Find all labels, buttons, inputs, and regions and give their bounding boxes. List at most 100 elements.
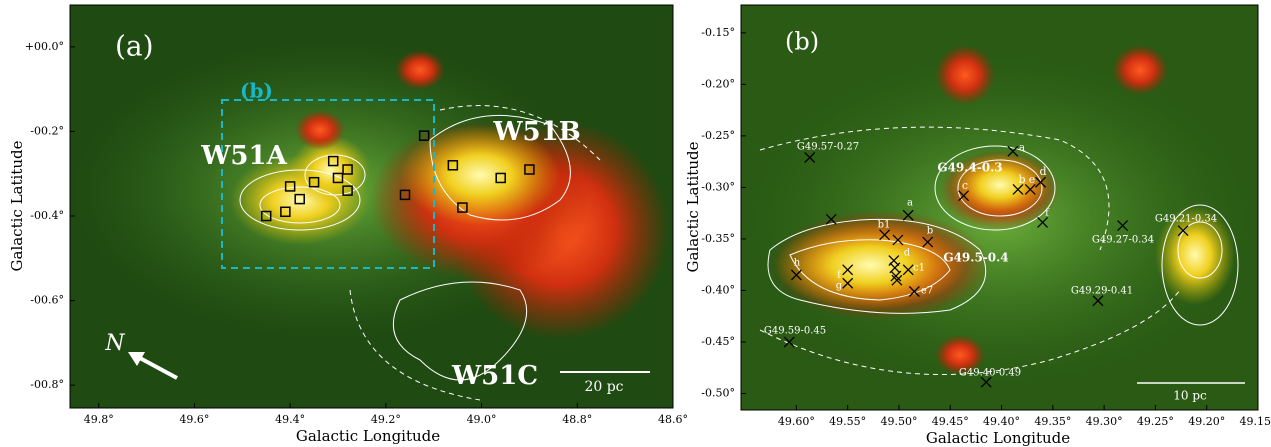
annotation: e xyxy=(1029,173,1036,186)
x-tick-label: 49.55° xyxy=(829,415,866,428)
source-marker xyxy=(902,264,914,276)
annotation: N xyxy=(104,331,125,356)
source-marker xyxy=(804,152,816,163)
panel-label: (a) xyxy=(115,30,154,63)
source-marker xyxy=(1177,225,1189,237)
panel-b-frame xyxy=(740,4,1259,411)
y-tick-label: +00.0° xyxy=(25,40,64,53)
annotation: (b) xyxy=(240,79,273,103)
source-marker xyxy=(447,160,459,171)
y-tick-label: -00.8° xyxy=(30,378,64,391)
panel-b-image: (b) xyxy=(741,5,1258,410)
annotation: W51A xyxy=(200,141,287,171)
source-marker xyxy=(958,190,970,202)
source-marker xyxy=(280,206,291,218)
source-marker xyxy=(980,376,992,388)
annotation: e7 xyxy=(921,286,933,297)
source-marker xyxy=(308,176,320,188)
x-tick-label: 49.30° xyxy=(1086,415,1123,428)
source-marker xyxy=(1007,145,1019,157)
source-marker xyxy=(327,155,339,167)
x-tick-label: 49.35° xyxy=(1034,415,1071,428)
x-tick-label: 49.20° xyxy=(1188,415,1225,428)
source-marker xyxy=(1117,220,1129,231)
source-marker xyxy=(418,130,430,141)
source-marker xyxy=(260,210,272,222)
annotation: 20 pc xyxy=(584,379,623,395)
x-tick-label: 49.0° xyxy=(467,413,497,426)
y-tick-label: -0.20° xyxy=(701,77,735,90)
source-marker xyxy=(284,181,296,192)
annotation: G49.4-0.3 xyxy=(937,161,1002,175)
x-axis-title: Galactic Longitude xyxy=(296,427,440,445)
y-tick-label: -0.25° xyxy=(701,129,735,142)
annotation: a xyxy=(1019,143,1025,154)
source-marker xyxy=(790,269,802,281)
panel-a-image: (a) xyxy=(70,5,673,408)
x-tick-label: 49.2° xyxy=(371,413,401,426)
y-tick-label: -0.40° xyxy=(701,283,735,296)
source-marker xyxy=(495,172,506,184)
source-marker xyxy=(524,164,535,175)
x-tick-label: 49.15° xyxy=(1240,415,1271,428)
source-marker xyxy=(892,234,904,246)
source-marker xyxy=(457,202,468,213)
x-tick-label: 49.6° xyxy=(179,413,209,426)
annotation: b xyxy=(927,226,933,237)
y-tick-label: -0.15° xyxy=(701,26,735,39)
x-tick-label: 49.4° xyxy=(275,413,305,426)
source-marker xyxy=(342,164,353,175)
annotation: g xyxy=(836,281,843,292)
annotation: f xyxy=(837,270,842,281)
y-tick-label: -0.35° xyxy=(701,232,735,245)
y-tick-label: -0.45° xyxy=(701,335,735,348)
source-marker xyxy=(783,336,795,348)
panel-a-frame xyxy=(69,4,674,409)
annotation: G49.21-0.34 xyxy=(1155,214,1217,225)
y-axis-title: Galactic Latitude xyxy=(684,141,702,272)
annotation: c xyxy=(962,179,968,192)
annotation: b1 xyxy=(878,220,891,231)
source-marker xyxy=(332,172,344,184)
annotation: G49.57-0.27 xyxy=(797,142,859,153)
annotation: W51B xyxy=(492,117,580,147)
x-tick-label: 48.6° xyxy=(658,413,688,426)
source-marker xyxy=(842,277,854,289)
source-marker xyxy=(842,264,854,276)
y-tick-label: -00.2° xyxy=(30,124,64,137)
source-marker xyxy=(1035,176,1046,188)
annotation: a xyxy=(907,198,913,209)
annotation: G49.40-0.49 xyxy=(959,368,1021,379)
source-marker xyxy=(1037,216,1049,228)
x-axis-title: Galactic Longitude xyxy=(926,429,1070,447)
x-tick-label: 49.8° xyxy=(84,413,114,426)
x-tick-label: 49.60° xyxy=(778,415,815,428)
x-tick-label: 49.50° xyxy=(880,415,917,428)
x-tick-label: 49.40° xyxy=(983,415,1020,428)
y-tick-label: -00.4° xyxy=(30,209,64,222)
source-marker xyxy=(1012,184,1024,195)
annotation: W51C xyxy=(451,361,538,391)
annotation: b xyxy=(1018,173,1025,186)
x-tick-label: 48.8° xyxy=(562,413,592,426)
source-marker xyxy=(879,229,891,241)
source-marker xyxy=(891,274,903,286)
annotation: G49.29-0.41 xyxy=(1071,286,1133,297)
y-axis-title: Galactic Latitude xyxy=(8,140,26,271)
y-tick-label: -0.50° xyxy=(701,387,735,400)
annotation: G49.5-0.4 xyxy=(943,251,1008,265)
source-marker xyxy=(1024,184,1036,195)
y-tick-label: -00.6° xyxy=(30,294,64,307)
y-tick-label: -0.30° xyxy=(701,180,735,193)
annotation: d xyxy=(1039,165,1046,178)
source-marker xyxy=(399,189,411,201)
annotation: h xyxy=(794,258,801,269)
annotation: G49.27-0.34 xyxy=(1092,235,1154,246)
annotation: 10 pc xyxy=(1173,389,1207,403)
x-tick-label: 49.45° xyxy=(932,415,969,428)
source-marker xyxy=(825,213,837,225)
source-marker xyxy=(908,286,920,297)
x-tick-label: 49.25° xyxy=(1137,415,1174,428)
